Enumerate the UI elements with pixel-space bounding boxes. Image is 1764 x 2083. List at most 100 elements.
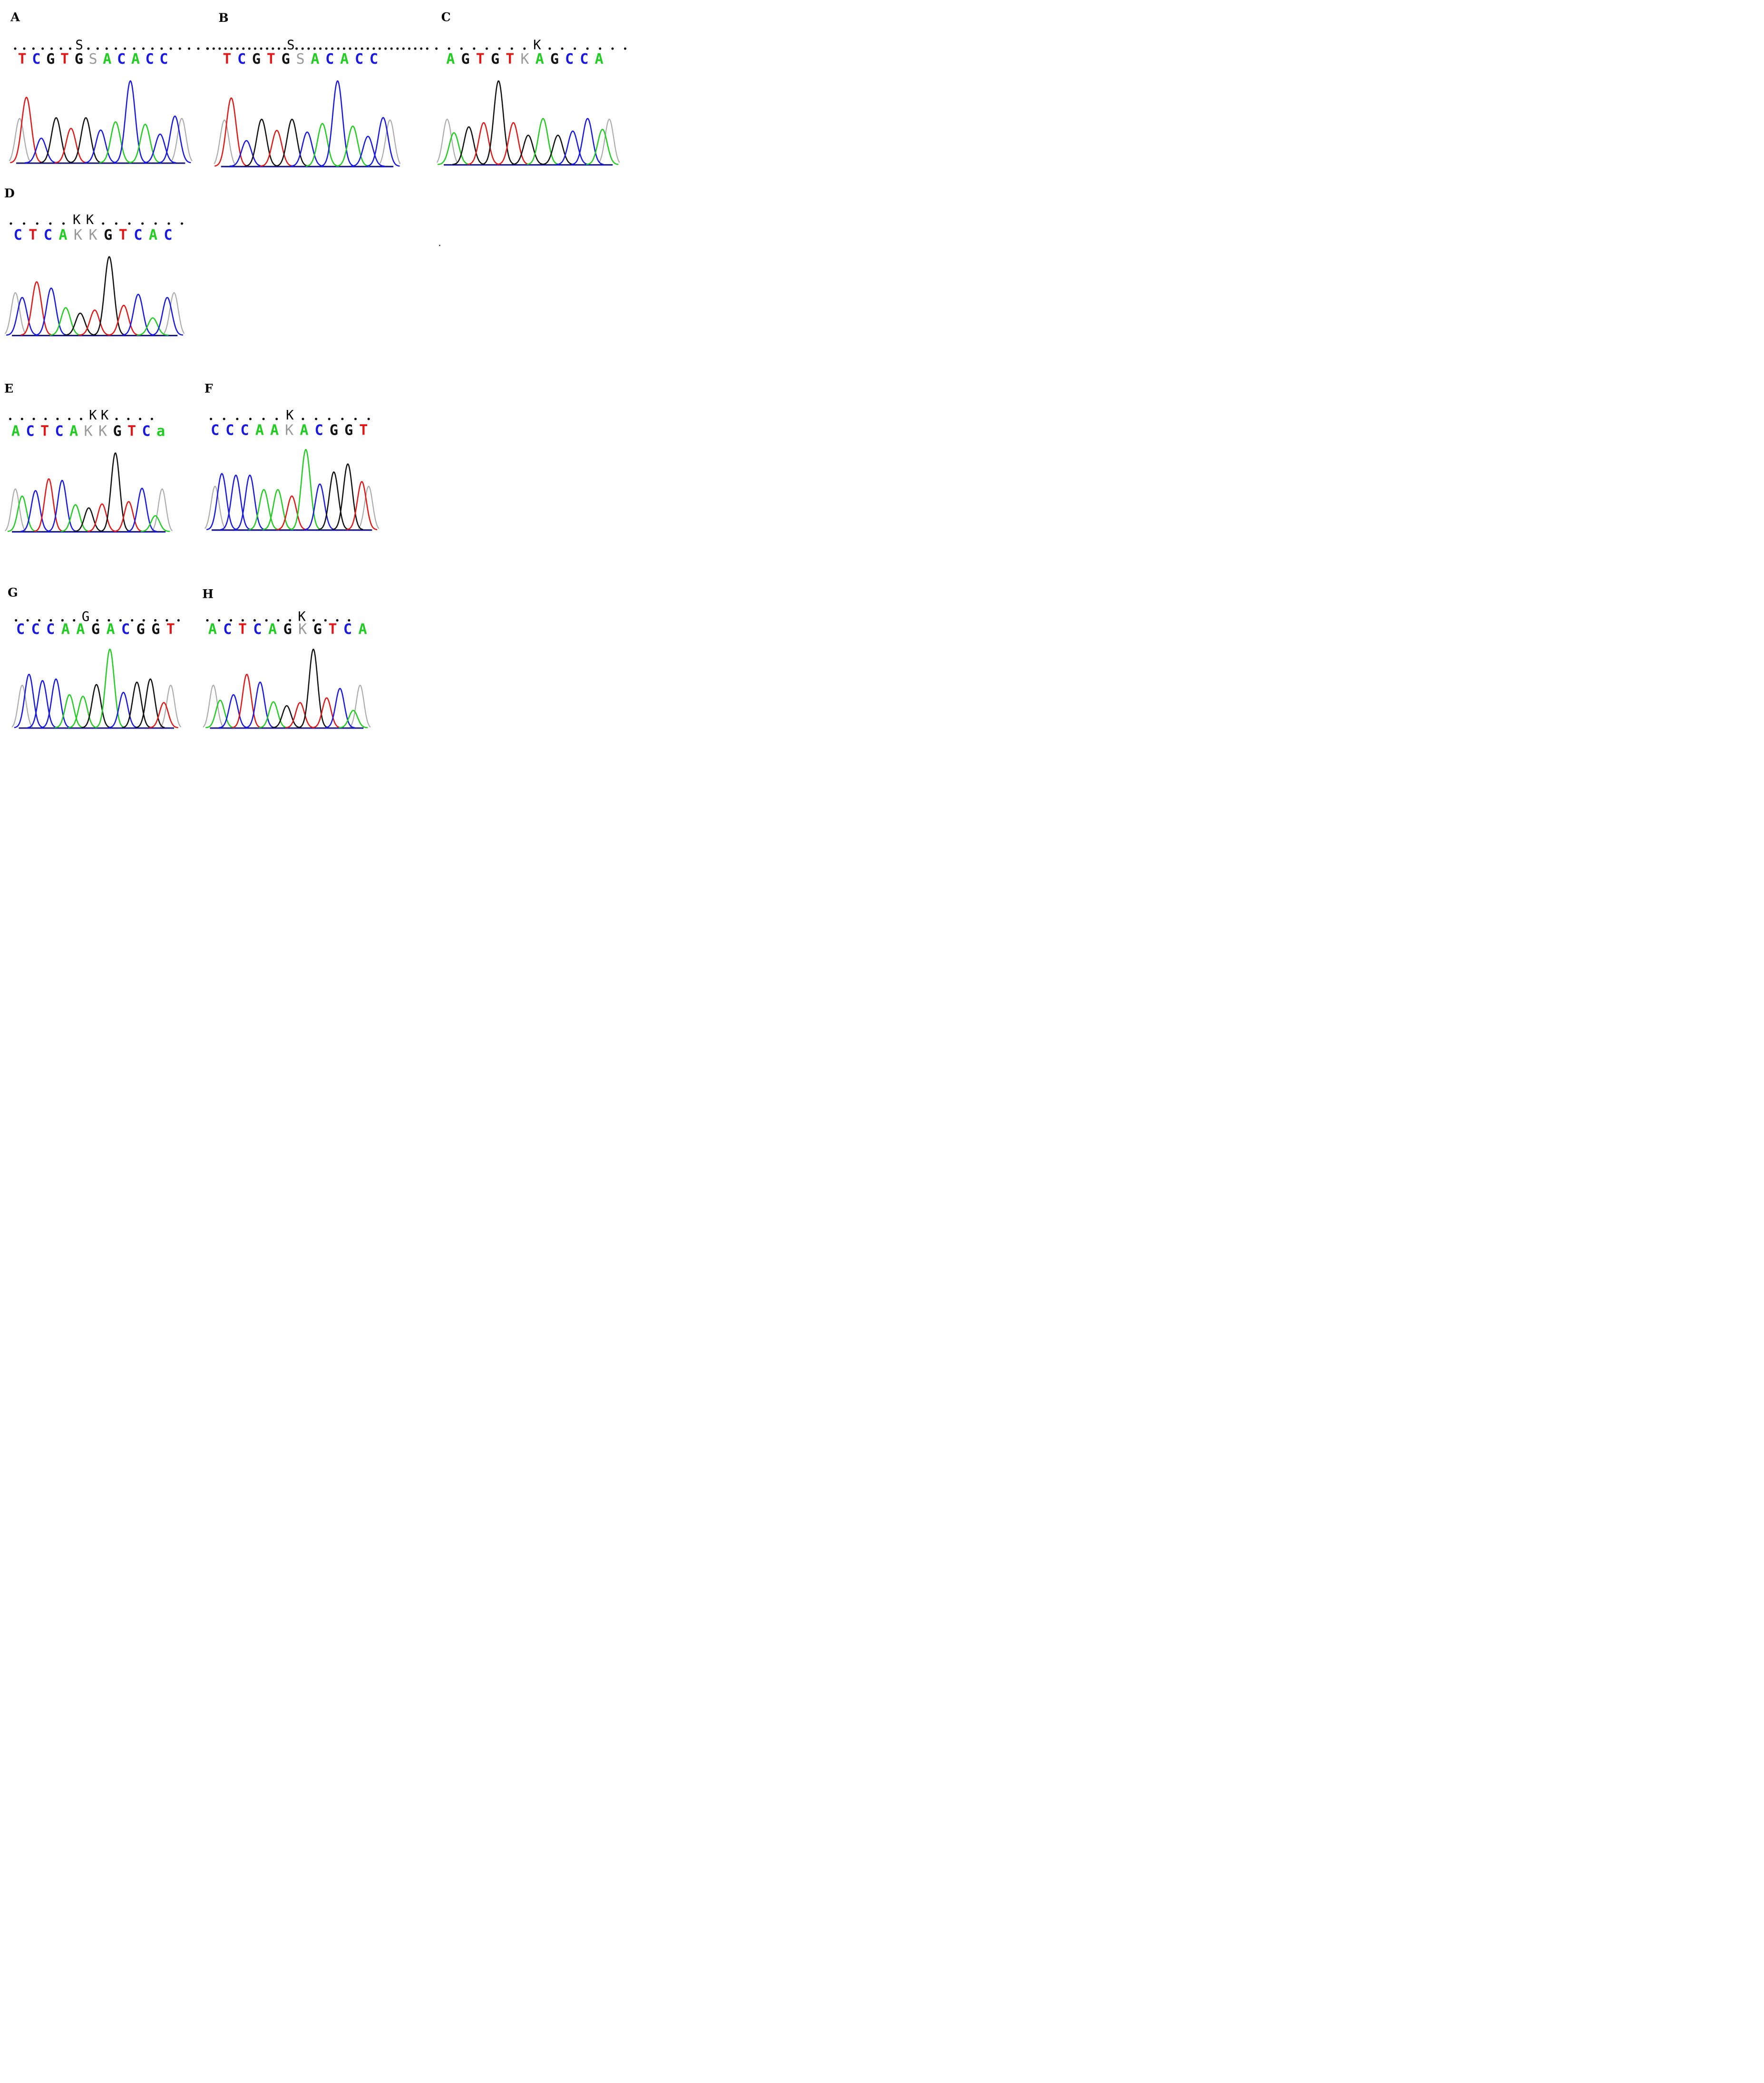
consensus-dot — [384, 47, 387, 50]
consensus-dot — [266, 47, 269, 50]
consensus-dot — [586, 47, 589, 50]
consensus-dot — [236, 418, 239, 420]
consensus-dot — [151, 418, 154, 420]
panel-letter: C — [441, 10, 451, 24]
trace-peak — [346, 481, 378, 530]
trace-peak — [20, 281, 53, 336]
consensus-dot — [498, 47, 501, 50]
consensus-dot — [197, 47, 200, 50]
consensus-dot — [127, 418, 130, 420]
consensus-variant: K — [286, 407, 294, 423]
base-call: C — [117, 50, 126, 68]
consensus-dot — [115, 418, 118, 420]
trace-peak — [69, 117, 102, 164]
base-call: A — [270, 421, 279, 438]
trace-peak — [556, 130, 589, 165]
trace-peak — [205, 700, 235, 729]
trace-peak — [512, 135, 545, 165]
trace-edge — [349, 684, 371, 728]
panel-letter: A — [10, 10, 20, 24]
base-call: A — [255, 421, 264, 438]
consensus-dot — [510, 47, 513, 50]
consensus-dot — [223, 418, 225, 420]
trace-peak — [312, 697, 341, 729]
trace-edge — [204, 486, 226, 529]
base-call: A — [131, 50, 140, 68]
base-call: K — [285, 421, 294, 438]
consensus-dot — [260, 47, 263, 50]
consensus-dot — [224, 47, 227, 50]
trace-peak — [229, 140, 263, 167]
base-call: A — [300, 421, 309, 438]
base-call: C — [121, 620, 130, 637]
base-call: G — [151, 620, 160, 637]
consensus-variant: S — [75, 37, 83, 52]
consensus-dot — [408, 47, 411, 50]
trace-peak — [144, 133, 176, 164]
base-call: C — [145, 50, 154, 68]
consensus-variant: K — [100, 407, 109, 423]
consensus-dot — [105, 47, 108, 50]
base-call: T — [60, 50, 69, 68]
trace-peak — [151, 297, 184, 336]
base-call: C — [223, 620, 232, 637]
consensus-variant: K — [73, 212, 81, 227]
consensus-dot — [236, 47, 239, 50]
trace-peak — [305, 123, 339, 167]
consensus-dot — [107, 619, 110, 622]
consensus-dot — [378, 47, 381, 50]
consensus-dot — [206, 47, 209, 50]
trace-edge — [4, 292, 26, 334]
consensus-dot — [41, 47, 44, 50]
trace-peak — [25, 137, 58, 164]
stray-mark — [439, 244, 440, 246]
base-call: G — [281, 50, 290, 68]
trace-peak — [107, 304, 140, 336]
base-call: C — [164, 226, 173, 243]
base-call: C — [26, 422, 35, 439]
base-call: G — [344, 421, 353, 438]
base-call: T — [40, 422, 49, 439]
consensus-dot — [336, 619, 339, 622]
base-call: G — [74, 50, 83, 68]
trace-peak — [27, 680, 57, 729]
base-call: T — [166, 620, 175, 637]
trace-peak — [467, 122, 500, 165]
base-call: C — [354, 50, 364, 68]
trace-peak — [438, 132, 470, 165]
consensus-dot — [62, 222, 65, 225]
consensus-dot — [38, 619, 41, 622]
panel-letter: H — [202, 586, 214, 601]
consensus-dot — [277, 619, 280, 622]
consensus-dot — [15, 619, 18, 622]
consensus-dot — [115, 222, 117, 225]
trace-peak — [260, 129, 294, 167]
consensus-dot — [337, 47, 340, 50]
consensus-dot — [20, 418, 23, 420]
consensus-dot — [277, 47, 280, 50]
base-call: C — [325, 50, 334, 68]
base-call: A — [594, 50, 604, 68]
consensus-dot — [96, 619, 99, 622]
trace-peak — [95, 648, 125, 728]
base-call: T — [359, 421, 368, 438]
base-call: A — [69, 422, 78, 439]
consensus-dot — [9, 418, 11, 420]
trace-peak — [35, 287, 68, 336]
base-call: C — [142, 422, 151, 439]
trace-peak — [338, 710, 368, 729]
consensus-dot — [523, 47, 526, 50]
consensus-dot — [624, 47, 627, 50]
consensus-dot — [142, 47, 145, 50]
consensus-dot — [448, 47, 450, 50]
trace-peak — [149, 702, 178, 729]
trace-peak — [318, 471, 350, 530]
consensus-dot — [68, 418, 71, 420]
consensus-dot — [73, 619, 76, 622]
base-call: C — [31, 620, 40, 637]
base-call: T — [118, 226, 127, 243]
base-call: C — [43, 226, 52, 243]
trace-peak — [14, 673, 44, 729]
base-call: A — [148, 226, 157, 243]
trace-edge — [598, 118, 620, 163]
